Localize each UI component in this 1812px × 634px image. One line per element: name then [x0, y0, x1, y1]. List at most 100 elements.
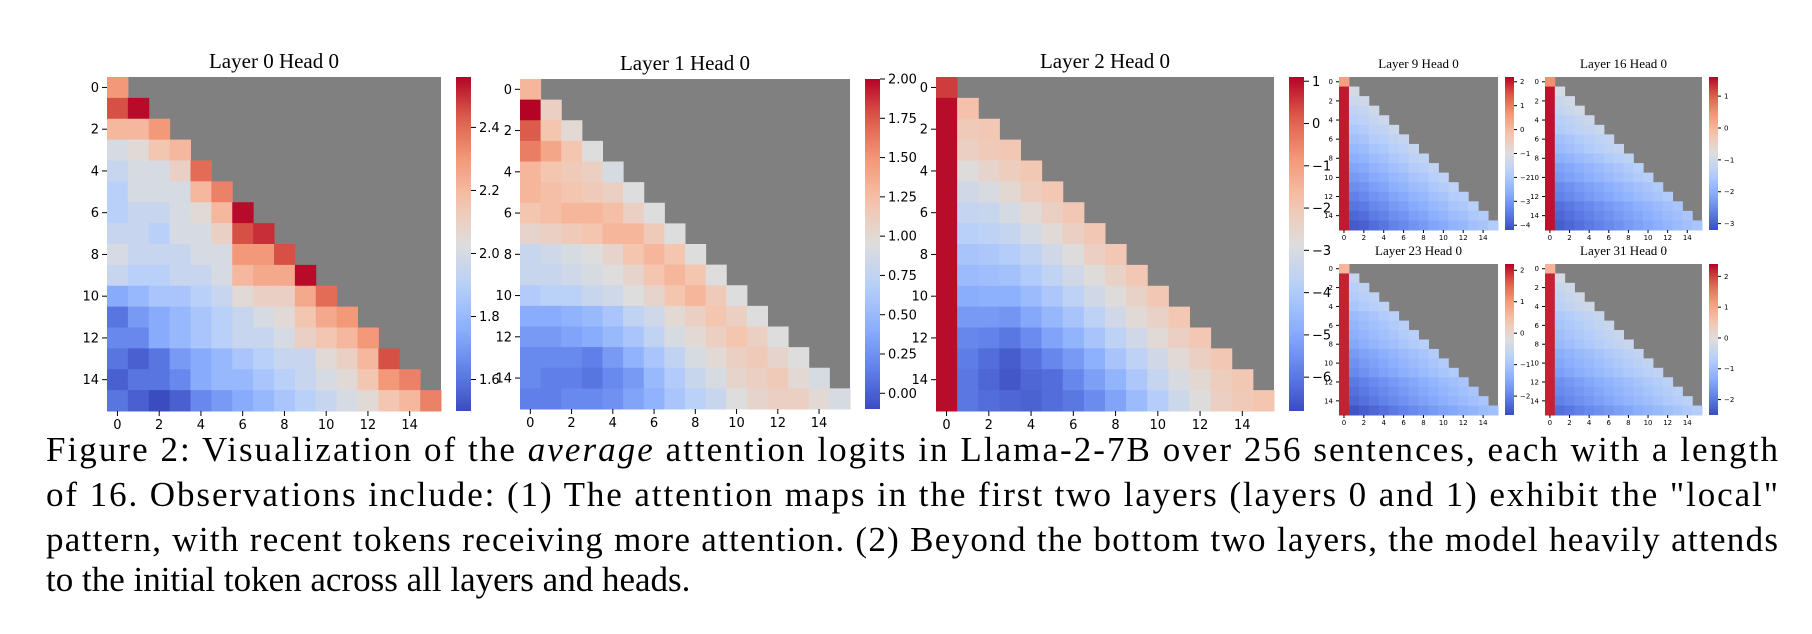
cell: [1623, 201, 1634, 212]
x-tick-label: 2: [1362, 234, 1366, 242]
x-tick-label: 2: [1362, 419, 1366, 427]
cell: [1672, 201, 1683, 212]
cell: [1358, 96, 1370, 107]
cell: [1623, 182, 1634, 193]
cell: [1358, 153, 1370, 164]
cell: [107, 390, 129, 412]
cell: [1418, 358, 1429, 369]
cell: [1408, 143, 1419, 154]
colorbar: [1709, 77, 1718, 230]
cell: [936, 97, 958, 120]
y-tick-label: 2: [91, 123, 99, 138]
cell: [581, 305, 603, 327]
cell: [1613, 172, 1624, 183]
cell: [1358, 210, 1370, 221]
cell: [190, 285, 212, 308]
cell: [1438, 210, 1449, 221]
cell: [1408, 367, 1419, 378]
cell: [978, 244, 1000, 266]
cell: [399, 390, 421, 412]
cell: [1643, 172, 1654, 183]
cell: [1408, 153, 1419, 164]
cell: [253, 369, 275, 391]
cell: [999, 181, 1021, 203]
cell: [232, 327, 254, 349]
cell: [1348, 405, 1360, 416]
cell: [1545, 301, 1556, 312]
x-tick-label: 12: [1459, 234, 1468, 242]
cell: [1126, 264, 1148, 287]
cell: [1564, 282, 1575, 293]
x-tick-label: 6: [650, 416, 658, 431]
cell: [148, 348, 171, 370]
cell: [623, 388, 645, 410]
cell: [1348, 320, 1360, 331]
cell: [1594, 124, 1605, 135]
cell: [1584, 191, 1595, 202]
cell: [1545, 330, 1556, 340]
x-tick-label: 8: [1626, 234, 1630, 242]
cell: [1388, 348, 1400, 359]
cell: [232, 369, 254, 391]
cell: [1358, 311, 1370, 322]
cell: [1594, 220, 1605, 231]
cell: [1368, 210, 1380, 221]
cell: [1062, 306, 1085, 328]
cell: [1603, 330, 1615, 340]
y-tick-label: 10: [1530, 360, 1539, 368]
cell: [1662, 396, 1674, 407]
cell: [190, 223, 212, 245]
cell: [957, 306, 979, 328]
cell: [1105, 306, 1127, 328]
cell: [1378, 201, 1390, 212]
cell: [520, 140, 542, 162]
cell: [1378, 367, 1390, 378]
cell: [1368, 163, 1380, 174]
cell: [1418, 172, 1429, 183]
cell: [1147, 390, 1169, 412]
colorbar-tick-label: −1: [1312, 159, 1331, 174]
cell: [726, 326, 748, 348]
cell: [1574, 105, 1585, 116]
cell: [746, 367, 768, 389]
cell: [936, 181, 958, 203]
x-tick-label: 10: [1150, 418, 1167, 433]
cell: [1418, 386, 1429, 397]
cell: [1554, 134, 1566, 145]
cell: [1613, 386, 1624, 397]
cell: [1398, 386, 1410, 397]
cell: [1408, 348, 1419, 359]
cell: [1613, 339, 1624, 350]
cell: [540, 285, 562, 307]
cell: [1574, 405, 1585, 416]
cell: [540, 305, 562, 327]
cell: [581, 202, 603, 224]
y-tick-label: 0: [1535, 78, 1539, 86]
cell: [1408, 220, 1419, 231]
cell: [1458, 191, 1469, 202]
cell: [1633, 191, 1644, 202]
cell: [602, 388, 624, 410]
cell: [685, 388, 707, 410]
x-tick-label: 12: [360, 418, 377, 433]
cell: [1339, 115, 1350, 126]
cell: [1633, 367, 1644, 378]
cell: [1554, 201, 1566, 212]
colorbar-tick-label: 1.6: [479, 373, 500, 388]
cell: [1448, 220, 1459, 231]
cell: [253, 223, 275, 245]
cell: [1339, 124, 1350, 135]
y-tick-label: 6: [1535, 322, 1540, 330]
x-tick-label: 12: [770, 416, 787, 431]
colorbar-tick-label: −2: [1520, 174, 1530, 182]
cell: [1398, 367, 1410, 378]
cell: [1339, 282, 1350, 293]
colorbar-tick-label: 0.25: [888, 348, 917, 363]
cell: [1348, 396, 1360, 407]
cell: [1398, 153, 1410, 164]
cell: [148, 285, 171, 308]
cell: [107, 223, 129, 245]
cell: [148, 244, 171, 266]
cell: [540, 326, 562, 348]
cell: [602, 285, 624, 307]
